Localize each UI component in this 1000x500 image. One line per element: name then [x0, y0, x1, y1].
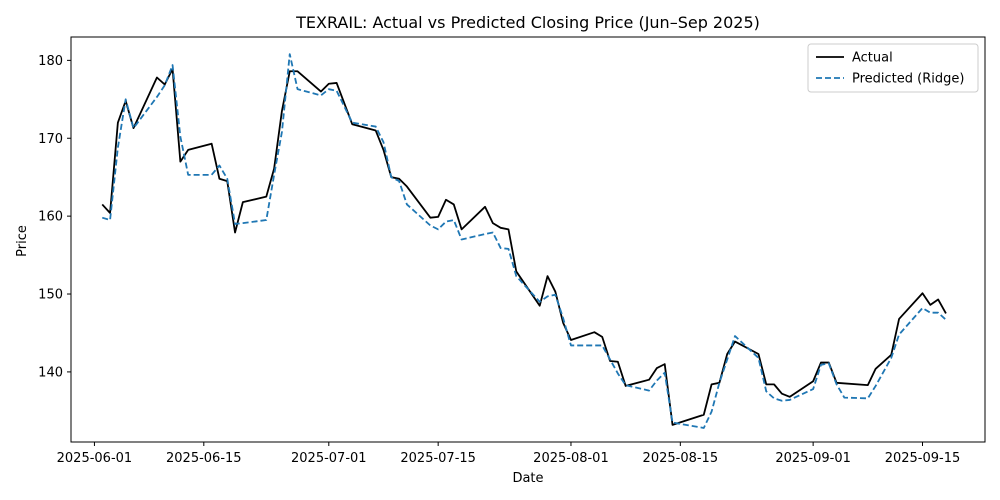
legend: Actual Predicted (Ridge) [807, 43, 979, 93]
x-axis: 2025-06-01 2025-06-15 2025-07-01 2025-07-15… [57, 442, 961, 466]
x-tick-label: 2025-06-15 [166, 451, 242, 466]
legend-label: Actual [852, 51, 893, 66]
y-tick-label: 180 [38, 54, 63, 69]
x-tick-label: 2025-07-15 [400, 451, 476, 466]
legend-label: Predicted (Ridge) [852, 72, 964, 87]
series-layer [101, 53, 947, 429]
series-line-predicted [101, 53, 947, 429]
y-tick-label: 170 [38, 132, 63, 147]
plot-frame [70, 36, 986, 443]
x-tick-label: 2025-07-01 [291, 451, 367, 466]
x-tick-label: 2025-09-01 [775, 451, 851, 466]
y-tick-label: 140 [38, 365, 63, 380]
x-axis-label: Date [512, 471, 543, 486]
x-tick-label: 2025-08-01 [533, 451, 609, 466]
y-axis-label: Price [15, 225, 30, 257]
y-tick-label: 160 [38, 210, 63, 225]
legend-box [807, 43, 979, 93]
plot-area [70, 36, 986, 443]
y-axis: 140 150 160 170 180 [38, 54, 71, 380]
chart-title: TEXRAIL: Actual vs Predicted Closing Pri… [295, 13, 760, 32]
x-tick-label: 2025-08-15 [643, 451, 719, 466]
x-tick-label: 2025-09-15 [885, 451, 961, 466]
y-tick-label: 150 [38, 288, 63, 303]
x-tick-label: 2025-06-01 [57, 451, 133, 466]
